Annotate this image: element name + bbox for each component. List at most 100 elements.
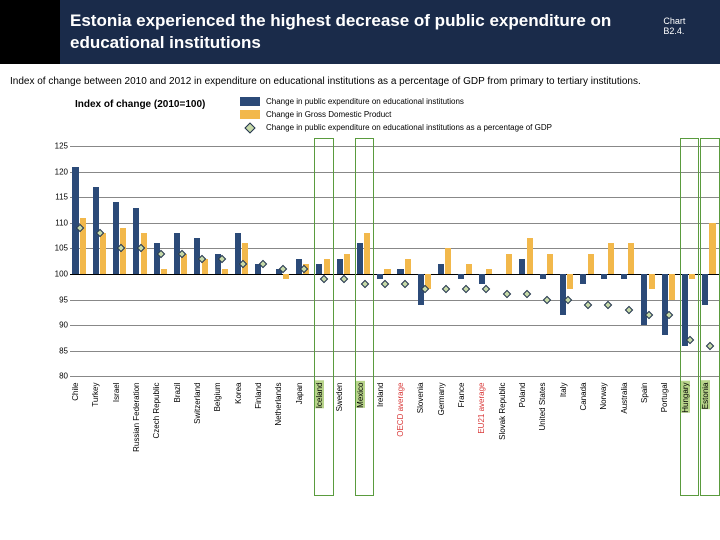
x-axis-label: Iceland bbox=[315, 381, 324, 409]
plot-area: ChileTurkeyIsraelRussian FederationCzech… bbox=[70, 146, 720, 376]
country-slot: Norway bbox=[598, 146, 618, 376]
marker-pct bbox=[543, 295, 551, 303]
country-slot: OECD average bbox=[395, 146, 415, 376]
country-slot: Slovenia bbox=[415, 146, 435, 376]
x-axis-label: Spain bbox=[640, 381, 649, 403]
country-slot: Iceland bbox=[314, 146, 334, 376]
x-axis-label: Korea bbox=[234, 381, 243, 404]
highlight-box bbox=[355, 138, 375, 496]
country-slot: Hungary bbox=[679, 146, 699, 376]
x-axis-label: Sweden bbox=[335, 381, 344, 412]
legend-item-3: Change in public expenditure on educatio… bbox=[240, 123, 552, 132]
bar-gdp bbox=[628, 243, 634, 274]
y-axis-label: 85 bbox=[59, 346, 68, 355]
bar-gdp bbox=[384, 269, 390, 274]
marker-pct bbox=[157, 249, 165, 257]
y-axis-label: 120 bbox=[55, 167, 68, 176]
x-axis-label: Turkey bbox=[91, 381, 100, 407]
bar-expenditure bbox=[540, 274, 546, 279]
x-axis-label: Czech Republic bbox=[152, 381, 161, 439]
marker-pct bbox=[218, 254, 226, 262]
bar-gdp bbox=[709, 223, 715, 274]
x-axis-label: Netherlands bbox=[274, 381, 283, 426]
bar-gdp bbox=[547, 254, 553, 274]
bar-gdp bbox=[588, 254, 594, 274]
y-axis-label: 110 bbox=[55, 218, 68, 227]
x-axis-label: Russian Federation bbox=[132, 381, 141, 452]
x-axis-label: Hungary bbox=[681, 381, 690, 413]
x-axis-label: Poland bbox=[518, 381, 527, 408]
country-slot: Slovak Republic bbox=[497, 146, 517, 376]
y-axis-label: 95 bbox=[59, 295, 68, 304]
legend: Index of change (2010=100) Change in pub… bbox=[0, 93, 720, 136]
marker-pct bbox=[706, 341, 714, 349]
legend-label-1: Change in public expenditure on educatio… bbox=[266, 97, 464, 106]
index-label: Index of change (2010=100) bbox=[75, 97, 240, 110]
bar-expenditure bbox=[601, 274, 607, 279]
bar-expenditure bbox=[438, 264, 444, 274]
x-axis-label: Belgium bbox=[213, 381, 222, 412]
bar-expenditure bbox=[458, 274, 464, 279]
bar-gdp bbox=[405, 259, 411, 274]
marker-pct bbox=[584, 300, 592, 308]
x-axis-label: Switzerland bbox=[193, 381, 202, 424]
x-axis-label: Slovenia bbox=[416, 381, 425, 414]
marker-pct bbox=[442, 285, 450, 293]
bar-expenditure bbox=[377, 274, 383, 279]
x-axis-label: Estonia bbox=[701, 381, 710, 410]
x-axis-label: Israel bbox=[112, 381, 121, 403]
chart-reference: Chart B2.4. bbox=[663, 16, 700, 36]
bar-expenditure bbox=[113, 202, 119, 274]
legend-label-3: Change in public expenditure on educatio… bbox=[266, 123, 552, 132]
marker-pct bbox=[523, 290, 531, 298]
bar-gdp bbox=[527, 238, 533, 274]
x-axis-label: Portugal bbox=[660, 381, 669, 413]
subtitle: Index of change between 2010 and 2012 in… bbox=[0, 64, 720, 93]
marker-pct bbox=[604, 300, 612, 308]
bar-gdp bbox=[283, 274, 289, 279]
country-slot: Belgium bbox=[212, 146, 232, 376]
country-slot: United States bbox=[537, 146, 557, 376]
bar-expenditure bbox=[702, 274, 708, 305]
country-slot: Canada bbox=[578, 146, 598, 376]
bar-gdp bbox=[242, 243, 248, 274]
x-axis-label: United States bbox=[538, 381, 547, 431]
x-axis-label: France bbox=[457, 381, 466, 408]
x-axis-label: Canada bbox=[579, 381, 588, 411]
bar-gdp bbox=[649, 274, 655, 289]
x-axis-label: OECD average bbox=[396, 381, 405, 437]
country-slot: Israel bbox=[111, 146, 131, 376]
country-slot: Korea bbox=[233, 146, 253, 376]
legend-item-1: Change in public expenditure on educatio… bbox=[240, 97, 552, 106]
header-bar: Estonia experienced the highest decrease… bbox=[0, 0, 720, 64]
x-axis-label: Mexico bbox=[356, 381, 365, 408]
legend-label-2: Change in Gross Domestic Product bbox=[266, 110, 391, 119]
country-slot: Russian Federation bbox=[131, 146, 151, 376]
bar-expenditure bbox=[662, 274, 668, 335]
y-axis-label: 125 bbox=[55, 142, 68, 151]
marker-pct bbox=[381, 280, 389, 288]
bar-expenditure bbox=[154, 243, 160, 274]
bar-gdp bbox=[364, 233, 370, 274]
x-axis-label: Slovak Republic bbox=[498, 381, 507, 440]
marker-pct bbox=[401, 280, 409, 288]
country-slot: Spain bbox=[639, 146, 659, 376]
y-axis-label: 90 bbox=[59, 321, 68, 330]
highlight-box bbox=[314, 138, 334, 496]
bar-expenditure bbox=[72, 167, 78, 274]
bar-gdp bbox=[161, 269, 167, 274]
x-axis-label: Brazil bbox=[173, 381, 182, 403]
bar-gdp bbox=[141, 233, 147, 274]
country-slot: Brazil bbox=[172, 146, 192, 376]
country-slot: Ireland bbox=[375, 146, 395, 376]
bar-gdp bbox=[466, 264, 472, 274]
bar-expenditure bbox=[397, 269, 403, 274]
country-slot: EU21 average bbox=[476, 146, 496, 376]
x-axis-label: Ireland bbox=[376, 381, 385, 407]
y-axis-label: 80 bbox=[59, 372, 68, 381]
country-slot: Switzerland bbox=[192, 146, 212, 376]
country-slot: Estonia bbox=[700, 146, 720, 376]
country-slot: Chile bbox=[70, 146, 90, 376]
marker-pct bbox=[360, 280, 368, 288]
bar-expenditure bbox=[580, 274, 586, 284]
